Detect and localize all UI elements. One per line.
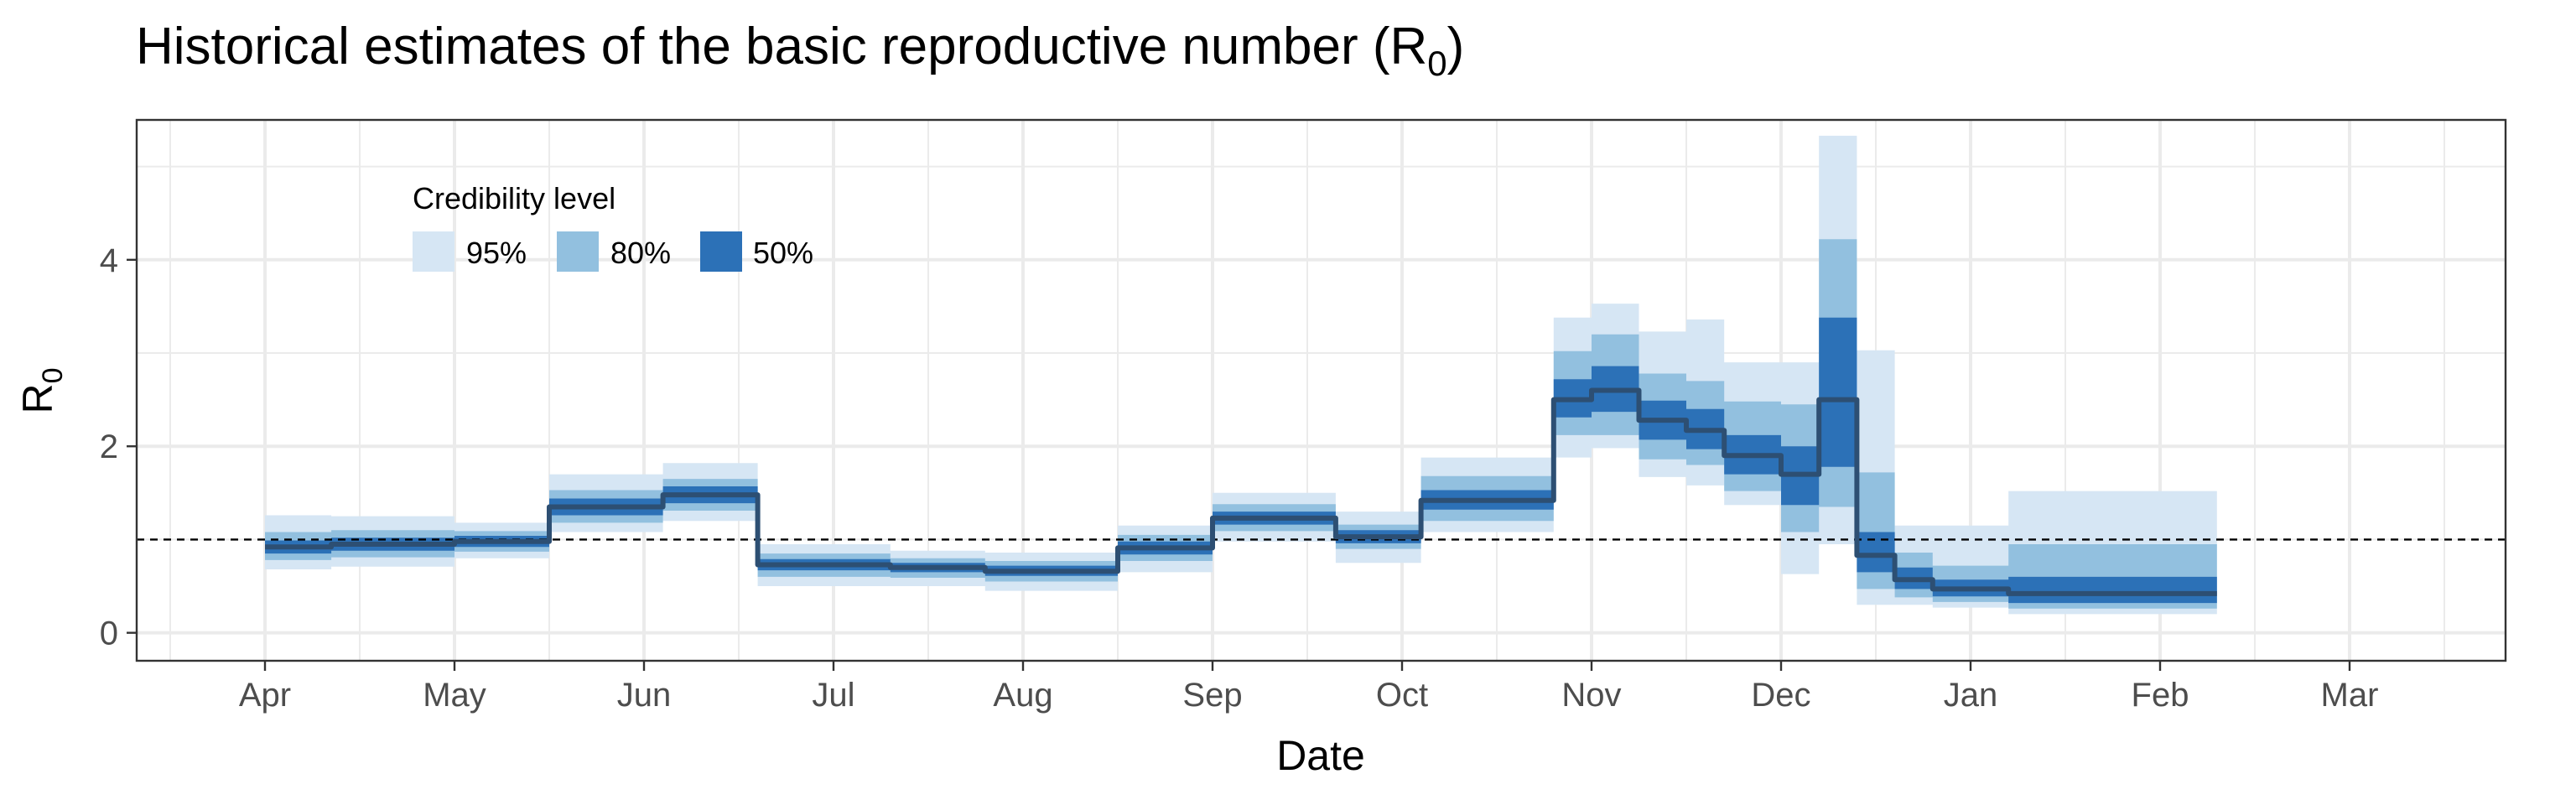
x-tick-label: Feb (2132, 677, 2189, 714)
legend: Credibility level 95% 80% 50% (413, 181, 813, 272)
x-axis: Apr May Jun Jul Aug Sep Oct Nov Dec Jan Feb Mar (239, 661, 2379, 714)
y-tick-label: 2 (100, 428, 118, 465)
x-tick-label: Oct (1376, 677, 1428, 714)
x-tick-label: Sep (1182, 677, 1242, 714)
x-tick-label: Aug (993, 677, 1052, 714)
x-axis-title: Date (1276, 732, 1365, 779)
y-axis-title-subscript: 0 (37, 367, 69, 383)
legend-swatch-50 (700, 231, 742, 272)
chart-title-close: ) (1447, 18, 1465, 75)
x-tick-label: Apr (239, 677, 291, 714)
y-axis-title-main: R (14, 383, 61, 413)
legend-label-95: 95% (466, 236, 527, 270)
y-axis-title: R0 (14, 367, 69, 413)
plot-area (135, 118, 2507, 662)
legend-swatch-80 (557, 231, 599, 272)
chart-title: Historical estimates of the basic reprod… (136, 18, 1464, 83)
legend-title: Credibility level (413, 181, 615, 216)
plot-border (135, 118, 2507, 662)
legend-label-50: 50% (753, 236, 813, 270)
x-tick-label: Jun (617, 677, 672, 714)
legend-label-80: 80% (610, 236, 671, 270)
x-tick-label: Jul (812, 677, 854, 714)
y-tick-label: 4 (100, 242, 118, 279)
x-tick-label: Mar (2321, 677, 2379, 714)
x-tick-label: Dec (1751, 677, 1810, 714)
band-50 (265, 317, 2217, 604)
median-line (265, 387, 2217, 596)
chart-title-main: Historical estimates of the basic reprod… (136, 18, 1427, 75)
x-tick-label: Nov (1561, 677, 1621, 714)
chart-title-subscript: 0 (1427, 44, 1446, 83)
legend-swatch-95 (413, 231, 454, 272)
y-tick-label: 0 (100, 615, 118, 652)
x-tick-label: Jan (1944, 677, 1998, 714)
x-tick-label: May (423, 677, 486, 714)
y-axis: 0 2 4 (100, 242, 137, 652)
